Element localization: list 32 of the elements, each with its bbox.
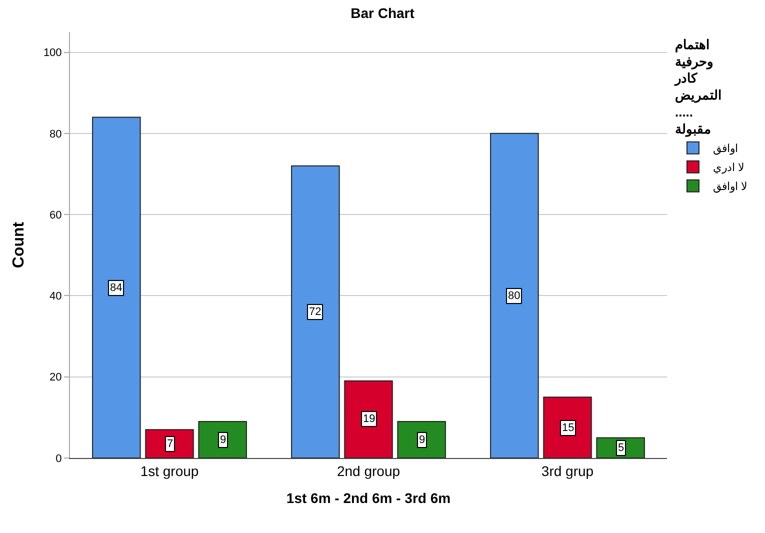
data-label: 19	[363, 413, 376, 425]
bar	[397, 420, 446, 458]
x-tick-label: 2nd group	[336, 462, 400, 479]
data-label: 7	[167, 438, 174, 450]
bar	[543, 396, 592, 458]
y-tick-label: 100	[43, 47, 62, 60]
bar	[198, 420, 247, 458]
data-label: 84	[110, 282, 122, 294]
legend-title: اهتمام وحرفية كادر التمريض ..... مقبولة	[674, 36, 722, 138]
x-tick-label: 1st group	[140, 462, 199, 479]
y-tick-label: 80	[50, 128, 62, 140]
bar	[92, 116, 141, 458]
y-axis-title: Count	[10, 221, 28, 268]
y-tick-label: 60	[50, 209, 62, 222]
data-label: 9	[220, 434, 226, 446]
chart-title: Bar Chart	[350, 4, 415, 21]
data-label: 5	[618, 442, 624, 454]
bar	[344, 380, 393, 458]
y-tick-label: 0	[56, 452, 62, 465]
x-axis-title: 1st 6m - 2nd 6m - 3rd 6m	[286, 490, 451, 506]
legend-label: اوافق	[712, 143, 738, 156]
x-tick-label: 3rd grup	[541, 462, 594, 479]
bar	[291, 165, 340, 458]
legend-label: لا اوافق	[712, 181, 748, 194]
bar	[490, 132, 539, 458]
data-label: 72	[309, 306, 322, 318]
y-tick-label: 20	[50, 372, 62, 384]
data-label: 80	[508, 290, 520, 302]
data-label: 15	[562, 422, 574, 434]
y-tick-label: 40	[50, 290, 62, 303]
data-label: 9	[419, 434, 426, 446]
legend-label: لا ادري	[712, 162, 744, 174]
